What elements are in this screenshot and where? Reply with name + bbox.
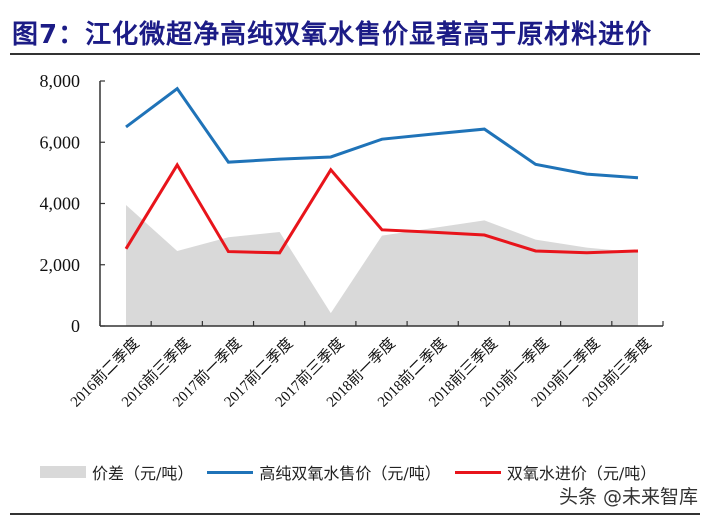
y-tick-label: 0 — [71, 316, 80, 336]
price-lines — [124, 86, 639, 255]
legend-label: 价差（元/吨） — [92, 464, 194, 483]
legend-item-purchase-price: 双氧水进价（元/吨） — [454, 460, 657, 484]
figure-title: 图7：江化微超净高纯双氧水售价显著高于原材料进价 — [12, 20, 653, 50]
y-axis-ticks: 0 2,000 4,000 6,000 8,000 — [40, 71, 81, 336]
area-series — [126, 205, 638, 326]
y-tick-label: 6,000 — [40, 132, 81, 152]
legend-swatch-area — [40, 466, 86, 478]
legend-item-price-gap: 价差（元/吨） — [40, 460, 193, 484]
legend-swatch-blue-line — [207, 470, 254, 474]
legend-label: 双氧水进价（元/吨） — [506, 464, 657, 483]
bottom-divider — [10, 513, 700, 515]
price-gap-area — [126, 205, 638, 326]
y-tick-label: 4,000 — [40, 194, 81, 214]
line-area-chart: 0 2,000 4,000 6,000 8,000 2016前二季度2016前三季度20… — [40, 71, 664, 411]
y-tick-label: 2,000 — [40, 255, 81, 275]
y-tick-label: 8,000 — [40, 71, 81, 91]
legend-item-sale-price: 高纯双氧水售价（元/吨） — [207, 460, 441, 484]
sale-price-line — [125, 86, 639, 180]
watermark: 头条 @未来智库 — [558, 486, 698, 508]
x-axis-ticks: 2016前二季度2016前三季度2017前一季度2017前二季度2017前三季度… — [67, 335, 655, 411]
chart-legend: 价差（元/吨） 高纯双氧水售价（元/吨） 双氧水进价（元/吨） — [40, 460, 656, 484]
purchase-price-line — [124, 161, 639, 255]
legend-label: 高纯双氧水售价（元/吨） — [259, 464, 441, 483]
axes — [99, 80, 664, 327]
top-divider — [10, 53, 700, 55]
legend-swatch-red-line — [454, 470, 501, 474]
